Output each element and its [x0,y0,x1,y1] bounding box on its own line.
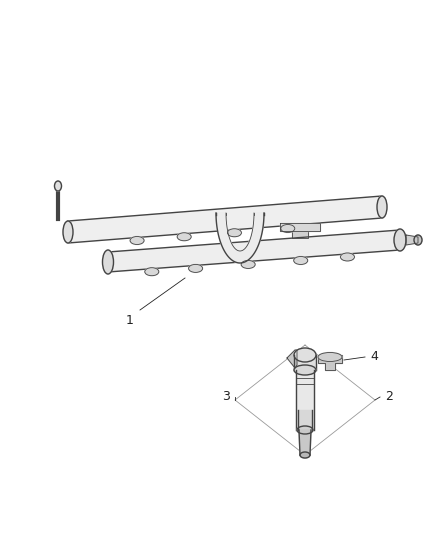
Ellipse shape [294,348,316,362]
Polygon shape [108,230,400,272]
Ellipse shape [340,253,354,261]
Ellipse shape [130,237,144,245]
Ellipse shape [54,181,61,191]
Ellipse shape [102,250,113,274]
Ellipse shape [227,229,241,237]
Polygon shape [287,350,297,368]
Ellipse shape [145,268,159,276]
Polygon shape [280,223,320,231]
Ellipse shape [63,221,73,243]
Ellipse shape [318,352,342,361]
Ellipse shape [189,264,203,272]
Text: 4: 4 [370,351,378,364]
Ellipse shape [294,256,308,264]
Text: 2: 2 [385,391,393,403]
Ellipse shape [294,365,316,375]
Polygon shape [296,370,314,430]
Polygon shape [292,224,308,238]
Polygon shape [318,355,342,370]
Ellipse shape [241,261,255,269]
Polygon shape [299,430,311,455]
Ellipse shape [414,235,422,245]
Ellipse shape [177,233,191,241]
Ellipse shape [297,426,313,434]
Ellipse shape [394,229,406,251]
Polygon shape [298,410,312,430]
Polygon shape [406,235,418,245]
Polygon shape [216,213,264,263]
Text: 1: 1 [126,314,134,327]
Polygon shape [68,196,382,243]
Text: 3: 3 [222,391,230,403]
Ellipse shape [377,196,387,218]
Ellipse shape [300,452,310,458]
Ellipse shape [281,224,295,232]
Polygon shape [294,355,316,370]
